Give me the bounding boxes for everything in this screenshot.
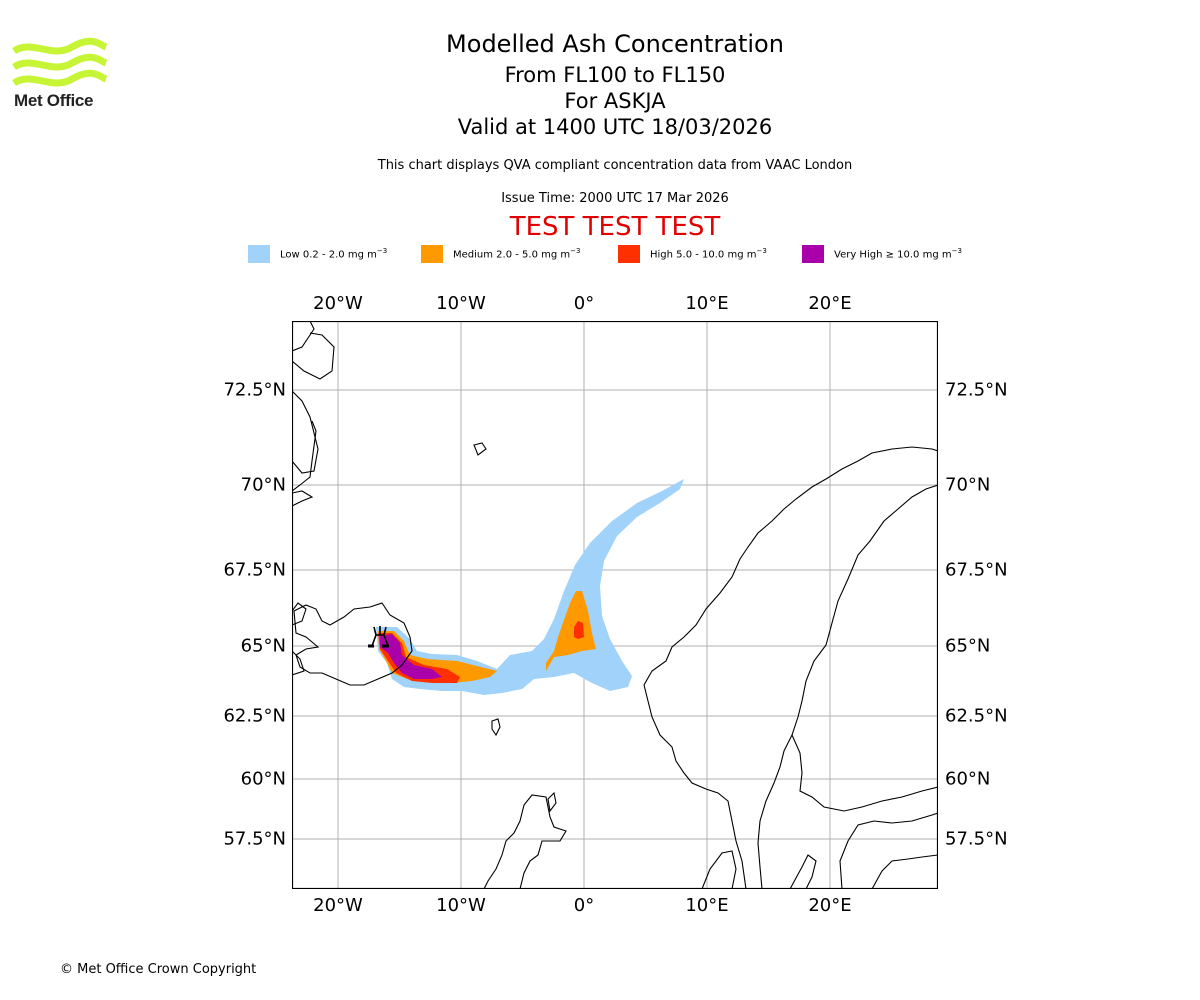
legend-swatch-very-high	[802, 245, 824, 263]
met-office-brand-label: Met Office	[14, 91, 94, 110]
lon-tick-top: 20°E	[808, 293, 852, 314]
lat-tick-left: 65°N	[240, 635, 286, 657]
legend-label-high: High 5.0 - 10.0 mg m−3	[650, 247, 767, 261]
lat-tick-left: 70°N	[240, 474, 286, 496]
ash-low-region	[376, 479, 684, 695]
lat-tick-right: 67.5°N	[945, 559, 1008, 581]
lat-tick-left: 60°N	[240, 768, 286, 790]
flight-level-range: From FL100 to FL150	[504, 63, 726, 87]
legend-swatch-medium	[421, 245, 443, 263]
lon-tick-bottom: 10°W	[436, 895, 486, 916]
legend-item-medium: Medium 2.0 - 5.0 mg m−3	[421, 244, 580, 264]
valid-time: Valid at 1400 UTC 18/03/2026	[457, 115, 773, 139]
ash-very-high-region	[380, 634, 442, 679]
legend-label-medium: Medium 2.0 - 5.0 mg m−3	[453, 247, 581, 261]
lat-tick-right: 65°N	[945, 635, 991, 657]
coastlines	[292, 321, 938, 889]
chart-title: Modelled Ash Concentration	[446, 30, 784, 58]
lat-tick-left: 57.5°N	[223, 828, 286, 850]
lon-tick-bottom: 0°	[573, 895, 595, 916]
lon-tick-top: 0°	[573, 293, 595, 314]
qva-note: This chart displays QVA compliant concen…	[377, 158, 853, 173]
copyright-notice: © Met Office Crown Copyright	[60, 962, 257, 977]
ash-medium-region	[378, 591, 596, 683]
ash-map[interactable]	[292, 321, 938, 889]
lon-tick-bottom: 10°E	[685, 895, 729, 916]
map-frame	[292, 321, 938, 889]
lon-tick-top: 10°E	[685, 293, 729, 314]
lon-tick-top: 20°W	[313, 293, 363, 314]
graticule	[292, 321, 938, 889]
lat-tick-right: 70°N	[945, 474, 991, 496]
lon-tick-top: 10°W	[436, 293, 486, 314]
legend-label-very-high: Very High ≥ 10.0 mg m−3	[834, 247, 962, 261]
lat-tick-right: 72.5°N	[945, 379, 1008, 401]
lon-tick-bottom: 20°E	[808, 895, 852, 916]
legend-swatch-high	[618, 245, 640, 263]
lat-tick-left: 67.5°N	[223, 559, 286, 581]
volcano-name: For ASKJA	[564, 89, 666, 113]
met-office-logo-icon	[12, 37, 108, 87]
lon-tick-bottom: 20°W	[313, 895, 363, 916]
lat-tick-right: 60°N	[945, 768, 991, 790]
lat-tick-right: 62.5°N	[945, 705, 1008, 727]
ash-high-region	[378, 621, 584, 683]
legend-item-low: Low 0.2 - 2.0 mg m−3	[248, 244, 387, 264]
legend-item-high: High 5.0 - 10.0 mg m−3	[618, 244, 767, 264]
lat-tick-left: 62.5°N	[223, 705, 286, 727]
legend-label-low: Low 0.2 - 2.0 mg m−3	[280, 247, 388, 261]
legend-swatch-low	[248, 245, 270, 263]
lat-tick-right: 57.5°N	[945, 828, 1008, 850]
test-banner: TEST TEST TEST	[509, 212, 721, 242]
lat-tick-left: 72.5°N	[223, 379, 286, 401]
issue-time: Issue Time: 2000 UTC 17 Mar 2026	[501, 191, 729, 206]
volcano-icon	[368, 626, 389, 648]
legend-item-very-high: Very High ≥ 10.0 mg m−3	[802, 244, 962, 264]
